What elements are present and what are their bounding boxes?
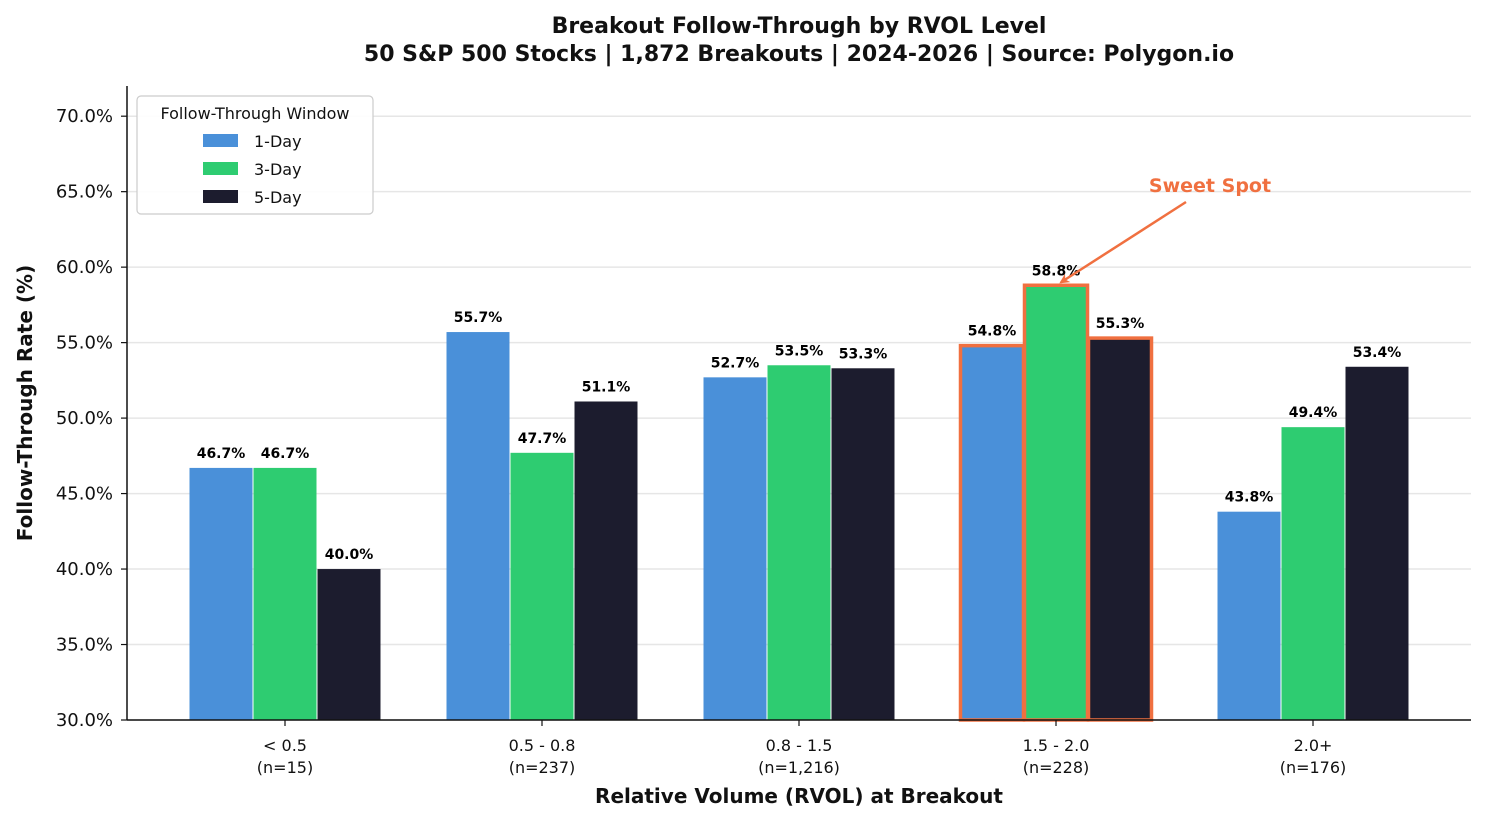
x-axis-title: Relative Volume (RVOL) at Breakout [595, 784, 1003, 808]
data-label: 55.7% [454, 310, 503, 326]
data-label: 53.5% [775, 343, 824, 359]
xtick-count-label: (n=1,216) [758, 758, 840, 777]
ytick-label: 45.0% [56, 484, 113, 505]
bar-3-day [767, 365, 831, 720]
xtick-label: < 0.5 [263, 736, 307, 755]
bar-5-day [574, 401, 638, 720]
data-label: 53.4% [1353, 345, 1402, 361]
titles: Breakout Follow-Through by RVOL Level 50 … [364, 14, 1234, 67]
xtick-label: 0.8 - 1.5 [766, 736, 833, 755]
xtick-count-label: (n=176) [1280, 758, 1347, 777]
ytick-label: 70.0% [56, 106, 113, 127]
ytick-label: 35.0% [56, 635, 113, 656]
annotation-label: Sweet Spot [1149, 175, 1271, 197]
legend-swatch-5-day [203, 190, 238, 203]
legend: Follow-Through Window 1-Day 3-Day 5-Day [136, 95, 374, 215]
bar-3-day [1022, 283, 1090, 722]
data-label: 40.0% [325, 547, 374, 563]
bar-1-day [1217, 511, 1281, 720]
data-label: 51.1% [582, 379, 631, 395]
legend-title: Follow-Through Window [160, 104, 349, 123]
annotation-arrow [1059, 200, 1187, 284]
bar-1-day [189, 467, 253, 720]
legend-swatch-3-day [203, 162, 238, 175]
data-label: 55.3% [1096, 316, 1145, 332]
ytick-label: 55.0% [56, 333, 113, 354]
bar-3-day [1281, 427, 1345, 720]
bar-3-day [253, 467, 317, 720]
xtick-label: 0.5 - 0.8 [509, 736, 576, 755]
annotation: Sweet Spot [1059, 175, 1271, 284]
chart-subtitle: 50 S&P 500 Stocks | 1,872 Breakouts | 20… [364, 42, 1234, 67]
data-label: 46.7% [261, 446, 310, 462]
data-label: 49.4% [1289, 405, 1338, 421]
xtick-count-label: (n=228) [1023, 758, 1090, 777]
bar-5-day [317, 569, 381, 720]
bar-5-day [1345, 366, 1409, 720]
xtick-label: 1.5 - 2.0 [1023, 736, 1090, 755]
data-labels: 46.7% 46.7% 40.0% 55.7% 47.7% 51.1% 52.7% 53.5%… [197, 263, 1402, 563]
y-axis-title: Follow-Through Rate (%) [13, 265, 37, 541]
data-label: 54.8% [968, 324, 1017, 340]
data-label: 47.7% [518, 431, 567, 447]
ytick-label: 30.0% [56, 710, 113, 731]
xtick-count-label: (n=237) [509, 758, 576, 777]
legend-entry-1-day: 1-Day [254, 132, 302, 151]
xtick-count-label: (n=15) [257, 758, 313, 777]
data-label: 46.7% [197, 446, 246, 462]
ytick-label: 50.0% [56, 408, 113, 429]
legend-entry-3-day: 3-Day [254, 160, 302, 179]
axes: 30.0% 35.0% 40.0% 45.0% 50.0% 55.0% 60.0% 65.0%… [13, 86, 1471, 808]
bars [189, 283, 1409, 722]
bar-1-day [446, 332, 510, 720]
chart-title: Breakout Follow-Through by RVOL Level [552, 14, 1047, 39]
ytick-label: 40.0% [56, 559, 113, 580]
bar-5-day [1086, 336, 1154, 722]
legend-swatch-1-day [203, 134, 238, 147]
bar-1-day [958, 343, 1026, 722]
bar-5-day [831, 368, 895, 720]
data-label: 52.7% [711, 355, 760, 371]
ytick-label: 65.0% [56, 182, 113, 203]
legend-entry-5-day: 5-Day [254, 188, 302, 207]
bar-3-day [510, 452, 574, 720]
legend-box [136, 95, 374, 215]
xtick-label: 2.0+ [1294, 736, 1333, 755]
data-label: 58.8% [1032, 263, 1081, 279]
data-label: 53.3% [839, 346, 888, 362]
data-label: 43.8% [1225, 490, 1274, 506]
ytick-label: 60.0% [56, 257, 113, 278]
bar-1-day [703, 377, 767, 720]
